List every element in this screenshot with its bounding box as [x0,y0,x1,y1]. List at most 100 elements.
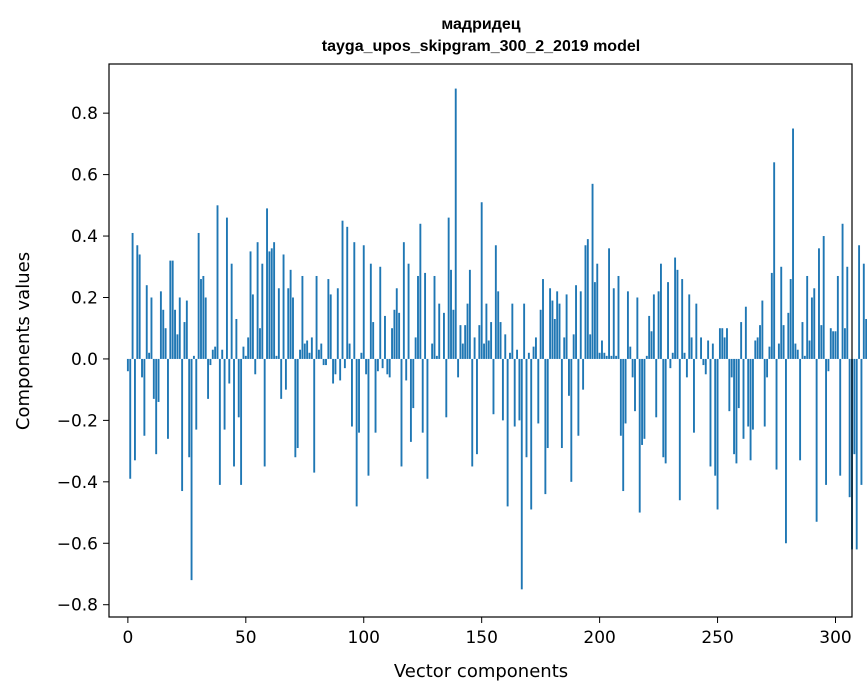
bar [579,291,582,359]
bar [660,263,662,359]
bar [329,294,332,359]
bar [598,352,601,359]
bar [740,322,743,359]
bar [766,358,769,378]
bar [586,239,589,359]
bar [306,340,309,359]
bar [251,294,254,359]
bar [768,346,771,359]
y-tick-label: 0.2 [71,288,98,308]
bar [421,358,424,433]
bar [648,315,651,359]
bar [450,269,452,359]
bar [553,318,556,359]
bar [443,312,445,359]
bar [796,349,799,359]
bar [634,358,636,412]
bar [362,245,365,359]
bar [716,358,719,510]
bar [792,128,794,359]
bar [346,226,349,359]
bar [490,322,493,359]
bar [233,358,235,467]
bar [601,340,603,359]
bar [773,162,776,359]
bar [858,245,861,359]
bar [643,358,646,439]
bar [190,358,193,581]
bar [615,355,618,359]
bar [631,358,634,378]
bar [534,337,537,359]
bar [181,358,184,492]
bar [655,358,658,418]
bar [801,322,804,359]
y-axis-ticks: −0.8 −0.6 −0.4 −0.2 0.0 0.2 0.4 0.6 0.8 [57,104,109,616]
bar [409,358,412,442]
bar [468,269,471,359]
bar [836,275,839,359]
bar [733,358,736,455]
bar [341,220,344,359]
bar [164,328,167,359]
bar [501,358,504,421]
bar [763,358,766,427]
bar [325,358,327,366]
bar [756,337,759,359]
bar [862,263,865,359]
bar [549,288,552,359]
bar [478,325,481,359]
x-axis-label: Vector components [394,661,568,682]
bar [353,242,356,359]
bar [473,337,476,359]
bar [487,340,490,359]
y-tick-label: 0.4 [71,227,98,247]
bar [622,358,625,492]
bar [185,300,188,359]
bar [457,358,460,378]
bar [575,285,577,359]
bar [183,322,186,359]
bar [141,358,143,378]
bar [818,248,820,359]
bar [572,334,575,359]
bar [865,318,867,359]
bar [782,325,785,359]
bar [351,358,353,427]
bar [299,349,301,359]
bar [568,358,570,396]
bar [334,358,337,375]
bar [589,334,592,359]
bar [730,358,733,378]
bar-series [126,88,867,590]
bar [230,263,233,359]
y-tick-label: −0.2 [57,411,98,431]
bar [268,251,271,359]
x-tick-label: 200 [583,628,615,648]
bar [497,291,500,359]
bar [218,358,221,485]
bar [636,297,639,359]
bar [386,358,389,375]
bar [718,328,721,359]
bar [348,343,351,359]
bar [584,245,587,359]
chart-subtitle: tayga_upos_skipgram_300_2_2019 model [322,38,640,55]
bar [207,358,210,399]
bar [669,358,672,369]
bar [159,291,162,359]
bar [820,325,823,359]
bar [259,328,261,359]
bar [379,266,382,359]
bar [492,358,495,415]
bar [846,266,849,359]
bar [216,205,219,359]
bar [700,337,702,359]
bar [263,358,266,467]
bar [565,294,568,359]
bar [414,337,417,359]
bar [662,358,665,458]
bar [327,279,330,359]
bar [808,340,811,359]
bar [294,358,297,458]
